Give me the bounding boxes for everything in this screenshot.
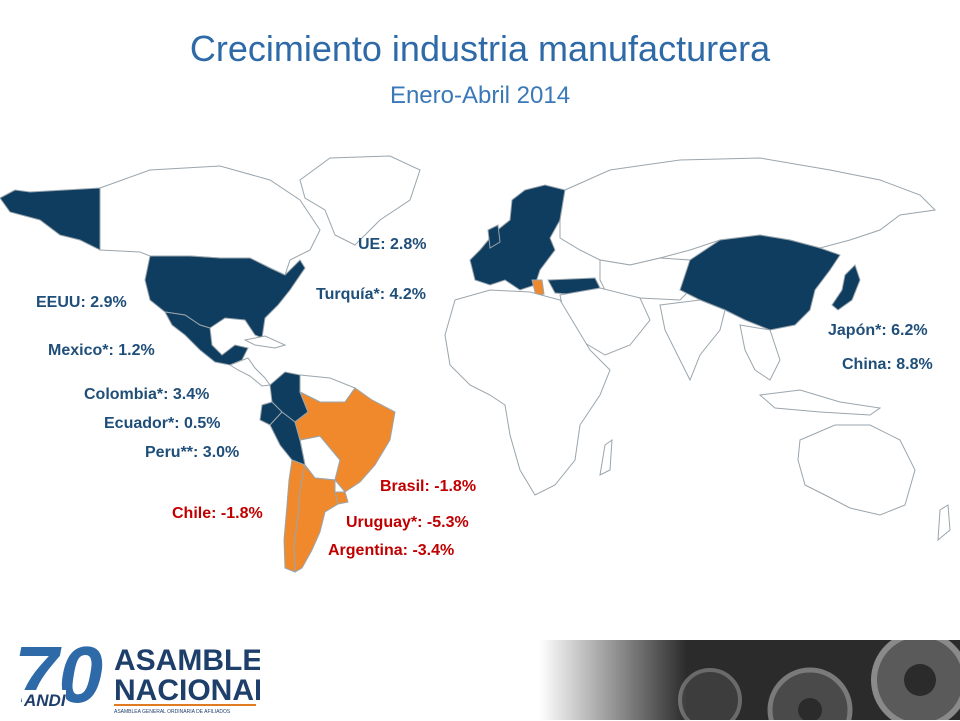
japan [831,264,861,311]
india [659,299,726,382]
page-subtitle: Enero-Abril 2014 [389,82,571,109]
europe [469,184,566,291]
label-uruguay: Uruguay*: -5.3% [346,514,469,531]
label-japon: Japón*: 6.2% [828,322,928,339]
brazil [294,387,396,493]
world-map [0,155,951,573]
central-asia [599,257,691,301]
logo-tagline: ASAMBLEA GENERAL ORDINARIA DE AFILIADOS [114,709,231,715]
greece [531,279,545,297]
logo-line1: ASAMBLEA [114,644,260,677]
gears-decoration [540,640,960,720]
label-peru: Peru**: 3.0% [145,444,240,461]
label-turquia: Turquía*: 4.2% [316,286,426,303]
label-mexico: Mexico*: 1.2% [48,342,155,359]
logo-brand: ANDI [23,691,67,710]
indonesia [758,389,882,416]
page-title: Crecimiento industria manufacturera [189,28,771,69]
logo-graphic: 70 ANDI ASAMBLEA NACIONAL ASAMBLEA GENER… [14,630,284,719]
label-brasil: Brasil: -1.8% [380,478,477,495]
label-eeuu: EEUU: 2.9% [36,294,127,311]
uk [487,224,501,249]
caribbean [243,335,287,349]
label-ue: UE: 2.8% [358,236,427,253]
logo-line2: NACIONAL [114,674,260,707]
china [679,234,841,331]
peru [269,411,306,466]
new-zealand [937,504,951,542]
label-chile: Chile: -1.8% [172,505,263,522]
africa [444,289,611,496]
label-argentina: Argentina: -3.4% [328,542,455,559]
greenland [299,155,421,246]
chile [283,459,306,573]
mexico [164,311,249,366]
andi-logo: 70 ANDI ASAMBLEA NACIONAL ASAMBLEA GENER… [10,628,284,719]
madagascar [599,438,613,476]
label-china: China: 8.8% [842,356,933,373]
alaska [0,187,101,251]
label-ecuador: Ecuador*: 0.5% [104,415,221,432]
label-colombia: Colombia*: 3.4% [84,386,210,403]
australia [797,424,916,516]
central-america [228,357,271,387]
southeast-asia [739,324,781,381]
